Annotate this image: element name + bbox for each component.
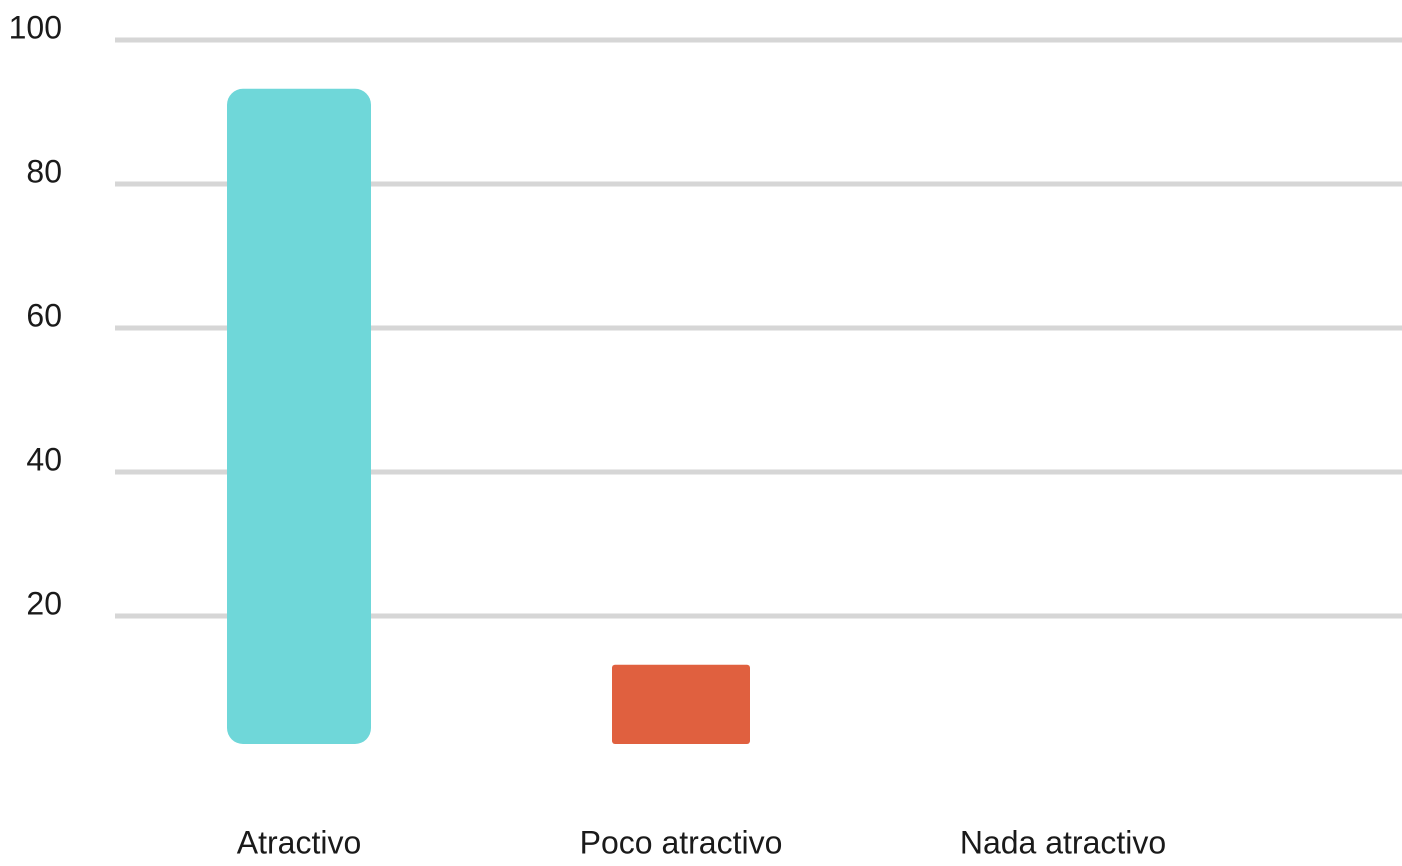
x-tick-label: Atractivo xyxy=(237,824,361,860)
y-tick-label: 100 xyxy=(9,9,62,45)
x-tick-label: Poco atractivo xyxy=(580,824,783,860)
bar xyxy=(227,88,371,745)
y-tick-label: 60 xyxy=(26,297,62,333)
y-tick-label: 80 xyxy=(26,153,62,189)
y-tick-label: 40 xyxy=(26,441,62,477)
x-tick-label: Nada atractivo xyxy=(960,824,1166,860)
y-tick-label: 20 xyxy=(26,585,62,621)
bar xyxy=(612,664,750,744)
